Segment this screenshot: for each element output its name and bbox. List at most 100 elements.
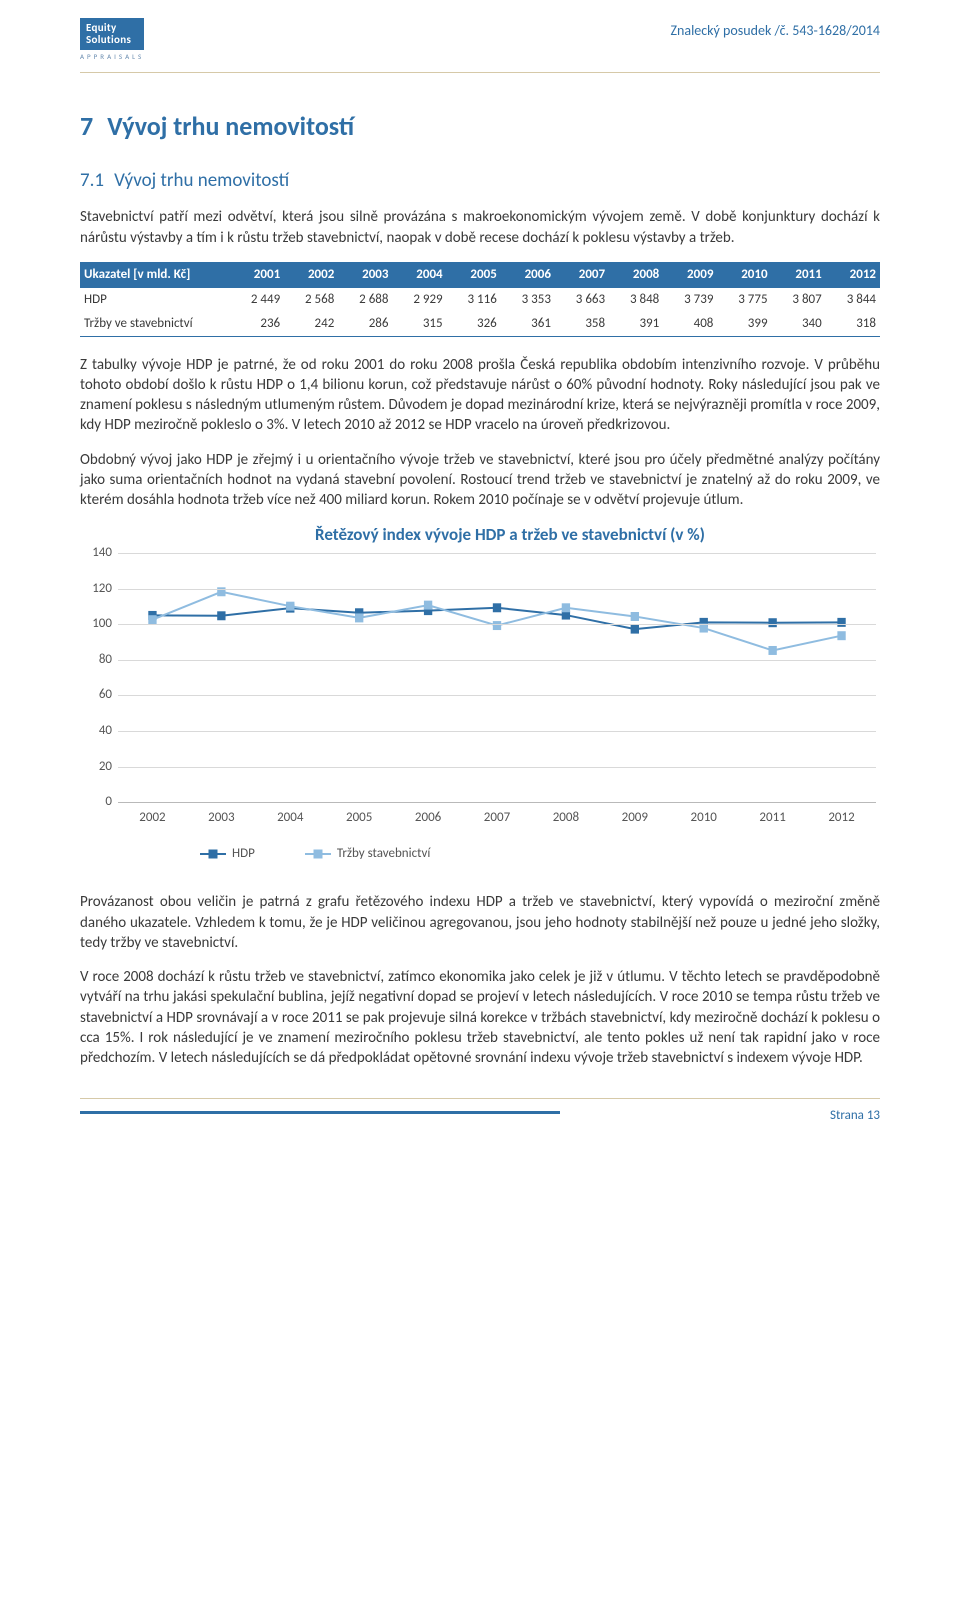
table-cell: 358 bbox=[555, 312, 609, 336]
table-cell: 286 bbox=[338, 312, 392, 336]
line-chart: 020406080100120140 bbox=[118, 553, 876, 803]
chart-title: Řetězový index vývoje HDP a tržeb ve sta… bbox=[80, 524, 880, 547]
page-footer: Strana 13 bbox=[80, 1098, 880, 1125]
table-cell: 391 bbox=[609, 312, 663, 336]
chart-y-tick-label: 40 bbox=[82, 722, 112, 740]
chart-marker bbox=[631, 612, 639, 621]
chart-gridline bbox=[118, 731, 876, 732]
chart-marker bbox=[837, 618, 845, 627]
table-cell: 315 bbox=[392, 312, 446, 336]
table-cell: 3 116 bbox=[447, 288, 501, 312]
table-row-label: Tržby ve stavebnictví bbox=[80, 312, 230, 336]
chart-x-tick-label: 2004 bbox=[256, 809, 325, 827]
chart-x-tick-label: 2006 bbox=[394, 809, 463, 827]
table-cell: 3 739 bbox=[663, 288, 717, 312]
chart-marker bbox=[631, 625, 639, 634]
paragraph-3: Obdobný vývoj jako HDP je zřejmý i u ori… bbox=[80, 450, 880, 511]
table-cell: 3 353 bbox=[501, 288, 555, 312]
table-cell: 3 848 bbox=[609, 288, 663, 312]
chart-marker bbox=[355, 614, 363, 623]
table-cell: 2 688 bbox=[338, 288, 392, 312]
chart-marker bbox=[493, 603, 501, 612]
chart-container: Řetězový index vývoje HDP a tržeb ve sta… bbox=[80, 524, 880, 862]
data-table: Ukazatel [v mld. Kč]20012002200320042005… bbox=[80, 262, 880, 337]
chart-y-tick-label: 20 bbox=[82, 758, 112, 776]
chart-y-tick-label: 80 bbox=[82, 651, 112, 669]
table-row: Tržby ve stavebnictví2362422863153263613… bbox=[80, 312, 880, 336]
chart-x-tick-label: 2007 bbox=[463, 809, 532, 827]
paragraph-1: Stavebnictví patří mezi odvětví, která j… bbox=[80, 207, 880, 248]
table-row-label: HDP bbox=[80, 288, 230, 312]
table-cell: 3 663 bbox=[555, 288, 609, 312]
table-header-year: 2004 bbox=[392, 262, 446, 288]
chart-y-tick-label: 140 bbox=[82, 544, 112, 562]
legend-label: Tržby stavebnictví bbox=[337, 845, 431, 863]
page-number: Strana 13 bbox=[830, 1107, 880, 1125]
chart-y-tick-label: 120 bbox=[82, 580, 112, 598]
chart-x-tick-label: 2002 bbox=[118, 809, 187, 827]
paragraph-4: Provázanost obou veličin je patrná z gra… bbox=[80, 892, 880, 953]
logo: Equity Solutions APPRAISALS bbox=[80, 18, 144, 62]
chart-marker bbox=[837, 631, 845, 640]
table-cell: 340 bbox=[772, 312, 826, 336]
table-cell: 242 bbox=[284, 312, 338, 336]
section-heading: 7 Vývoj trhu nemovitostí bbox=[80, 109, 880, 144]
table-row: HDP2 4492 5682 6882 9293 1163 3533 6633 … bbox=[80, 288, 880, 312]
table-cell: 361 bbox=[501, 312, 555, 336]
chart-x-tick-label: 2011 bbox=[738, 809, 807, 827]
chart-marker bbox=[493, 621, 501, 630]
chart-gridline bbox=[118, 660, 876, 661]
legend-label: HDP bbox=[232, 845, 255, 863]
table-header-year: 2007 bbox=[555, 262, 609, 288]
chart-x-tick-label: 2009 bbox=[600, 809, 669, 827]
table-header-year: 2009 bbox=[663, 262, 717, 288]
section-number: 7 bbox=[80, 110, 93, 142]
chart-marker bbox=[286, 602, 294, 611]
chart-x-tick-label: 2010 bbox=[669, 809, 738, 827]
chart-x-tick-label: 2003 bbox=[187, 809, 256, 827]
chart-legend: HDP Tržby stavebnictví bbox=[200, 845, 880, 863]
table-header-year: 2006 bbox=[501, 262, 555, 288]
table-header-year: 2008 bbox=[609, 262, 663, 288]
chart-marker bbox=[424, 601, 432, 610]
table-header-year: 2003 bbox=[338, 262, 392, 288]
table-cell: 2 929 bbox=[392, 288, 446, 312]
table-header-year: 2010 bbox=[717, 262, 771, 288]
chart-marker bbox=[768, 618, 776, 627]
table-header-year: 2005 bbox=[447, 262, 501, 288]
chart-x-axis: 2002200320042005200620072008200920102011… bbox=[118, 809, 876, 827]
table-header-year: 2011 bbox=[772, 262, 826, 288]
chart-x-tick-label: 2008 bbox=[531, 809, 600, 827]
chart-gridline bbox=[118, 589, 876, 590]
page-header: Equity Solutions APPRAISALS Znalecký pos… bbox=[80, 0, 880, 73]
table-cell: 2 449 bbox=[230, 288, 284, 312]
table-cell: 326 bbox=[447, 312, 501, 336]
chart-gridline bbox=[118, 767, 876, 768]
logo-line2: Solutions bbox=[86, 34, 138, 46]
chart-x-tick-label: 2005 bbox=[325, 809, 394, 827]
legend-swatch-icon bbox=[305, 848, 331, 860]
table-cell: 3 844 bbox=[826, 288, 880, 312]
chart-gridline bbox=[118, 624, 876, 625]
chart-y-tick-label: 0 bbox=[82, 793, 112, 811]
chart-x-tick-label: 2012 bbox=[807, 809, 876, 827]
subsection-number: 7.1 bbox=[80, 169, 104, 192]
legend-swatch-icon bbox=[200, 848, 226, 860]
table-cell: 3 807 bbox=[772, 288, 826, 312]
chart-y-tick-label: 60 bbox=[82, 687, 112, 705]
legend-item: HDP bbox=[200, 845, 255, 863]
table-cell: 399 bbox=[717, 312, 771, 336]
legend-item: Tržby stavebnictví bbox=[305, 845, 431, 863]
table-header-year: 2012 bbox=[826, 262, 880, 288]
table-header-year: 2002 bbox=[284, 262, 338, 288]
section-title-text: Vývoj trhu nemovitostí bbox=[107, 110, 354, 142]
paragraph-5: V roce 2008 dochází k růstu tržeb ve sta… bbox=[80, 967, 880, 1068]
chart-y-tick-label: 100 bbox=[82, 616, 112, 634]
table-cell: 318 bbox=[826, 312, 880, 336]
table-cell: 3 775 bbox=[717, 288, 771, 312]
chart-marker bbox=[768, 646, 776, 655]
chart-marker bbox=[148, 615, 156, 624]
document-reference: Znalecký posudek /č. 543-1628/2014 bbox=[670, 22, 880, 41]
subsection-heading: 7.1Vývoj trhu nemovitostí bbox=[80, 168, 880, 194]
chart-gridline bbox=[118, 695, 876, 696]
